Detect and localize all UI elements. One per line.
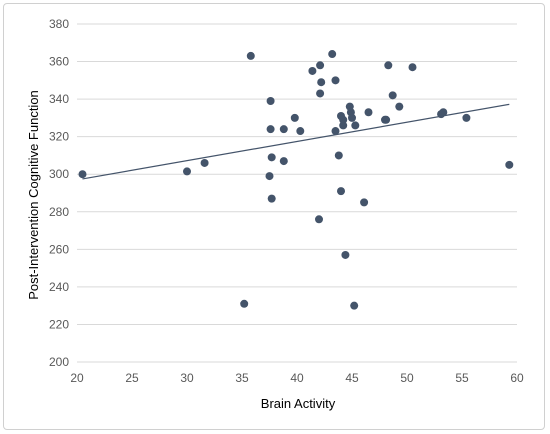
data-point — [240, 299, 249, 308]
data-point — [266, 125, 275, 134]
data-point — [265, 172, 274, 181]
data-point — [315, 215, 323, 224]
y-tick-label: 280 — [49, 205, 69, 219]
data-point — [266, 96, 275, 105]
data-point — [296, 127, 305, 136]
data-point — [279, 125, 288, 134]
data-point — [183, 167, 191, 176]
x-tick-label: 35 — [235, 371, 249, 385]
x-tick-label: 40 — [290, 371, 304, 385]
data-point — [337, 187, 345, 196]
data-point — [351, 121, 360, 130]
data-point — [316, 89, 325, 98]
data-point — [348, 113, 356, 122]
y-tick-label: 260 — [49, 242, 69, 256]
x-tick-labels: 20 25 30 35 40 45 50 55 60 — [70, 371, 524, 385]
data-point — [339, 115, 348, 124]
x-tick-label: 60 — [510, 371, 524, 385]
x-tick-label: 45 — [345, 371, 359, 385]
data-point — [316, 61, 325, 70]
y-tick-label: 360 — [49, 55, 69, 69]
data-point — [267, 153, 276, 162]
data-point — [341, 250, 350, 259]
data-point — [395, 102, 404, 111]
data-point — [317, 78, 326, 87]
y-tick-label: 300 — [49, 167, 69, 181]
x-axis-title: Brain Activity — [261, 396, 336, 411]
data-point — [408, 63, 417, 72]
data-point — [462, 113, 471, 122]
y-tick-label: 320 — [49, 130, 69, 144]
y-tick-label: 240 — [49, 280, 69, 294]
data-point — [382, 115, 391, 124]
data-point — [279, 157, 288, 166]
data-point — [267, 194, 276, 203]
y-tick-label: 220 — [49, 317, 69, 331]
data-point — [334, 151, 343, 160]
data-point — [78, 170, 87, 179]
data-point — [328, 50, 337, 59]
data-point — [331, 76, 340, 85]
data-point — [331, 127, 340, 136]
data-point — [200, 158, 209, 167]
data-point — [246, 51, 255, 60]
data-point — [308, 66, 317, 75]
data-point — [364, 108, 373, 117]
data-point — [384, 61, 393, 70]
x-tick-label: 50 — [400, 371, 414, 385]
chart-frame — [3, 3, 545, 430]
data-point — [505, 160, 514, 169]
y-tick-label: 200 — [49, 355, 69, 369]
data-point — [388, 91, 397, 100]
data-point — [350, 301, 359, 310]
gridlines — [77, 23, 517, 363]
x-tick-label: 55 — [455, 371, 469, 385]
y-tick-labels: 200 220 240 260 280 300 320 340 360 380 — [49, 17, 69, 369]
y-axis-title: Post-Intervention Cognitive Function — [26, 90, 41, 300]
data-points — [78, 50, 514, 310]
data-point — [339, 121, 348, 130]
x-tick-label: 25 — [125, 371, 139, 385]
data-point — [290, 113, 299, 122]
x-tick-label: 30 — [180, 371, 194, 385]
x-tick-label: 20 — [70, 371, 84, 385]
y-tick-label: 380 — [49, 17, 69, 31]
y-tick-label: 340 — [49, 92, 69, 106]
data-point — [360, 198, 369, 207]
data-point — [439, 108, 448, 117]
